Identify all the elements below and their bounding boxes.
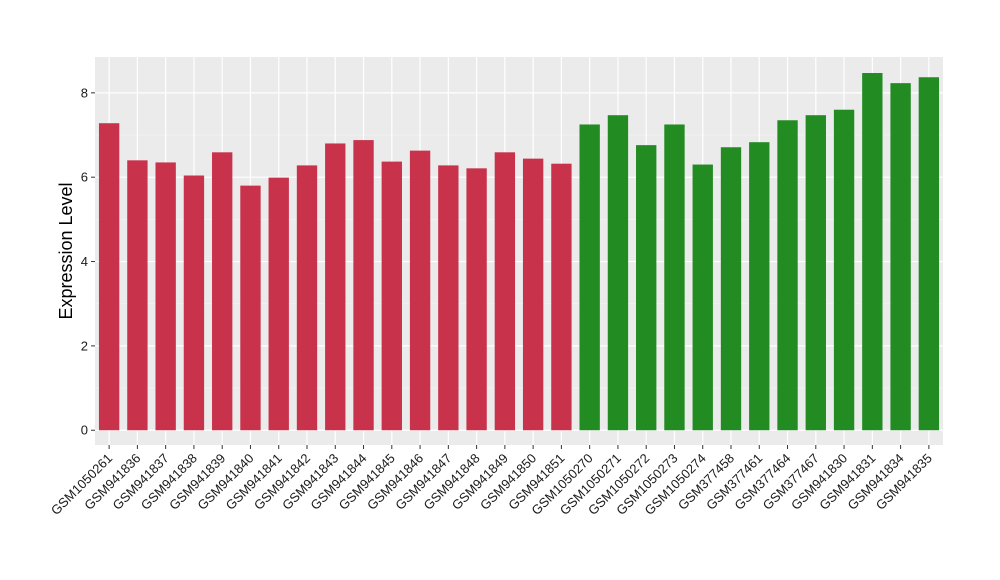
bars <box>98 73 940 431</box>
x-axis: GSM1050261GSM941836GSM941837GSM941838GSM… <box>48 445 935 518</box>
y-axis-title: Expression Level <box>56 182 76 319</box>
y-tick-label: 4 <box>81 254 88 269</box>
bar-GSM1050261 <box>98 123 120 431</box>
bar-GSM1050272 <box>636 145 657 431</box>
bar-GSM1050271 <box>607 115 629 431</box>
bar-GSM1050273 <box>664 124 685 431</box>
bar-GSM941834 <box>890 83 911 431</box>
bar-GSM941851 <box>551 163 572 431</box>
bar-GSM941830 <box>833 109 855 431</box>
bar-GSM941843 <box>325 143 346 431</box>
y-tick-label: 8 <box>81 85 88 100</box>
bar-GSM1050270 <box>579 124 600 431</box>
bar-GSM1050274 <box>692 164 713 431</box>
bar-GSM377458 <box>720 147 742 431</box>
bar-GSM941837 <box>155 162 176 431</box>
bar-GSM941849 <box>494 152 516 431</box>
bar-GSM941836 <box>127 160 148 431</box>
bar-GSM941831 <box>862 73 883 431</box>
bar-GSM941846 <box>409 150 431 431</box>
bar-GSM941839 <box>212 152 233 431</box>
y-tick-label: 0 <box>81 423 88 438</box>
bar-GSM941848 <box>466 168 487 431</box>
y-tick-label: 6 <box>81 170 88 185</box>
y-axis: 0 2 4 6 8 <box>81 85 95 438</box>
bar-GSM941847 <box>438 165 459 431</box>
bar-GSM377464 <box>777 120 798 431</box>
bar-GSM941841 <box>268 177 289 431</box>
y-tick-label: 2 <box>81 338 88 353</box>
bar-GSM941838 <box>183 175 205 431</box>
bar-GSM377461 <box>749 142 770 431</box>
bar-GSM941842 <box>296 165 318 431</box>
bar-GSM377467 <box>805 115 826 431</box>
plot-panel <box>95 57 943 445</box>
bar-GSM941845 <box>381 161 402 431</box>
bar-GSM941844 <box>353 140 374 431</box>
bar-GSM941850 <box>522 158 544 431</box>
bar-GSM941840 <box>240 185 261 431</box>
bar-GSM941835 <box>918 77 940 431</box>
